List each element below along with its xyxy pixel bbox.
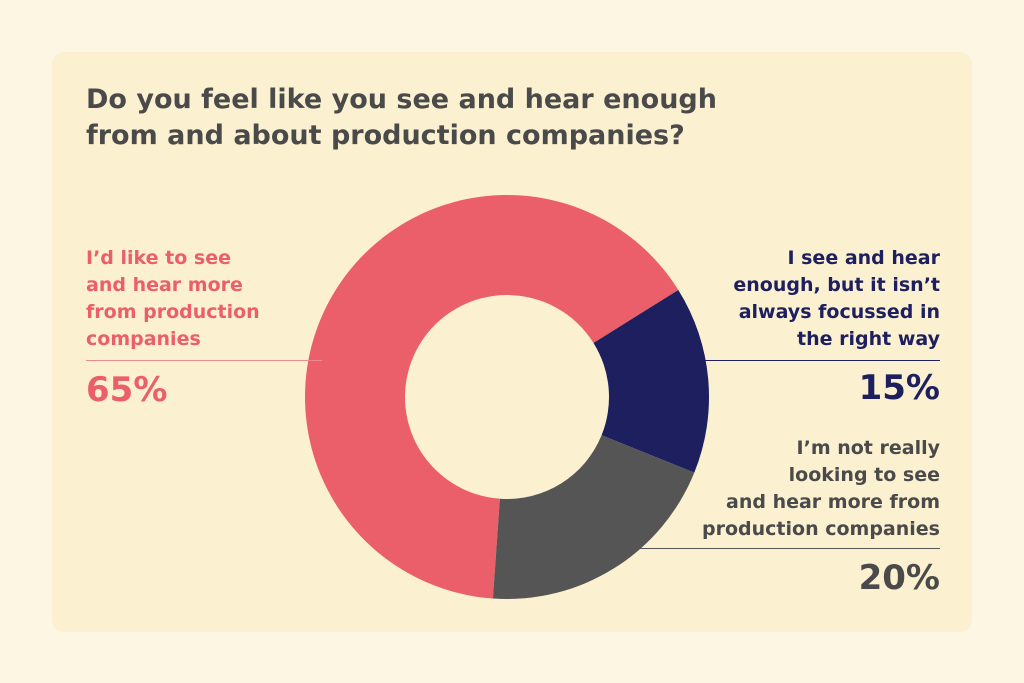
callout-label-20-line-1: I’m not really bbox=[796, 437, 940, 459]
callout-label-65-line-1: I’d like to see bbox=[86, 247, 231, 269]
callout-label-65-line-4: companies bbox=[86, 328, 201, 350]
callout-label-65: I’d like to see and hear more from produ… bbox=[86, 245, 326, 353]
callout-label-15-line-4: the right way bbox=[797, 328, 940, 350]
callout-label-15-line-3: always focussed in bbox=[738, 301, 940, 323]
callout-label-65-line-3: from production bbox=[86, 301, 260, 323]
callout-label-20-line-2: looking to see bbox=[788, 464, 940, 486]
slice-see-enough-not-focussed bbox=[593, 289, 709, 473]
callout-rule-15 bbox=[700, 360, 940, 361]
chart-title: Do you feel like you see and hear enough… bbox=[86, 82, 806, 154]
callout-value-20: 20% bbox=[858, 558, 940, 598]
callout-label-15: I see and hear enough, but it isn’t alwa… bbox=[640, 245, 940, 353]
callout-label-15-line-2: enough, but it isn’t bbox=[733, 274, 940, 296]
callout-label-20: I’m not really looking to see and hear m… bbox=[600, 435, 940, 543]
callout-value-65: 65% bbox=[86, 370, 168, 410]
callout-value-15: 15% bbox=[858, 368, 940, 408]
slice-more-from-production bbox=[304, 194, 679, 599]
callout-label-20-line-4: production companies bbox=[702, 518, 940, 540]
callout-rule-65 bbox=[86, 360, 322, 361]
title-line-2: from and about production companies? bbox=[86, 120, 685, 151]
callout-label-20-line-3: and hear more from bbox=[726, 491, 940, 513]
slice-not-looking-for-more bbox=[492, 435, 695, 599]
callout-label-65-line-2: and hear more bbox=[86, 274, 243, 296]
title-line-1: Do you feel like you see and hear enough bbox=[86, 84, 717, 115]
callout-rule-20 bbox=[640, 548, 940, 549]
callout-label-15-line-1: I see and hear bbox=[787, 247, 940, 269]
